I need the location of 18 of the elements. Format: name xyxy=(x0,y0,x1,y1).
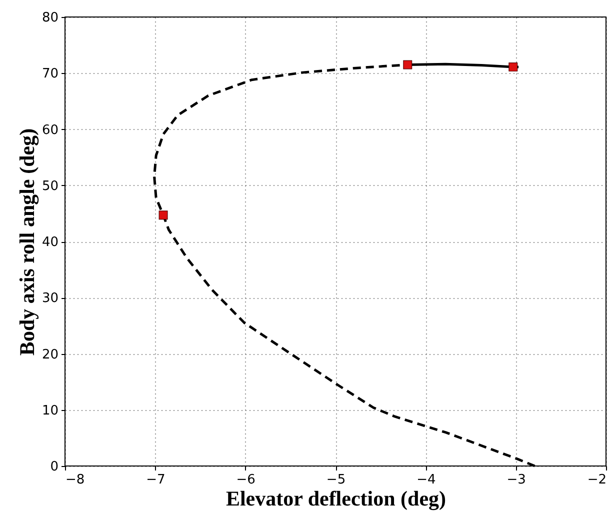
y-tick-label: 80 xyxy=(42,10,58,26)
x-tick-label: −6 xyxy=(236,472,256,488)
x-tick-label: −2 xyxy=(587,472,606,488)
y-tick-label: 60 xyxy=(42,122,58,138)
y-tick-label: 30 xyxy=(42,291,58,306)
y-tick-label: 40 xyxy=(42,235,58,250)
y-tick-label: 70 xyxy=(42,66,58,82)
y-tick-label: 10 xyxy=(42,403,58,418)
x-tick-label: −3 xyxy=(506,472,526,488)
y-tick-label: 20 xyxy=(42,347,58,362)
y-tick-label: 50 xyxy=(42,178,58,194)
x-tick-label: −5 xyxy=(326,472,346,488)
x-tick-label: −4 xyxy=(416,472,436,488)
y-tick-label: 0 xyxy=(50,460,58,474)
x-axis-title: Elevator deflection (deg) xyxy=(226,486,446,510)
y-axis-title: Body axis roll angle (deg) xyxy=(14,128,39,356)
x-tick-label: −7 xyxy=(146,472,166,488)
x-tick-label: −8 xyxy=(66,472,85,488)
